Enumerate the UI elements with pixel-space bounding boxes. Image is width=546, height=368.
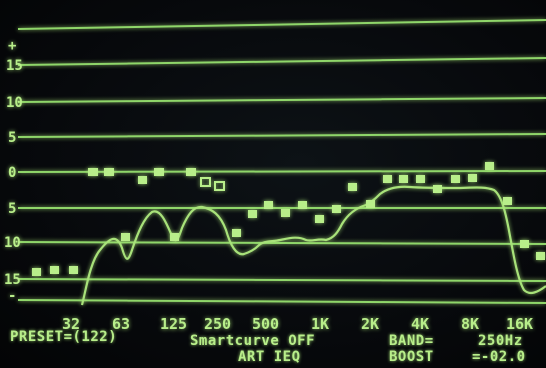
band-marker-selected[interactable] (200, 177, 211, 187)
x-label: 500 (252, 315, 279, 333)
band-marker[interactable] (121, 233, 130, 241)
y-label: 15 (6, 58, 23, 74)
x-label: 250 (204, 315, 231, 333)
band-marker[interactable] (248, 210, 257, 218)
y-label: 5 (8, 201, 16, 217)
band-marker[interactable] (536, 252, 545, 260)
grid-line (17, 299, 546, 304)
band-marker[interactable] (138, 176, 147, 184)
x-label: 32 (62, 315, 80, 333)
band-marker[interactable] (332, 205, 341, 213)
band-marker[interactable] (433, 185, 442, 193)
band-marker[interactable] (32, 268, 41, 276)
band-marker[interactable] (416, 175, 425, 183)
band-marker[interactable] (383, 175, 392, 183)
band-marker[interactable] (468, 174, 477, 182)
band-marker[interactable] (485, 162, 494, 170)
band-marker-selected[interactable] (214, 181, 225, 191)
y-label: 10 (4, 235, 21, 251)
grid-line (17, 19, 546, 30)
band-marker[interactable] (298, 201, 307, 209)
preset-readout: PRESET=(122) (10, 329, 118, 345)
band-label: BAND= (389, 333, 434, 349)
x-label: 8K (461, 315, 479, 333)
x-label: 1K (311, 315, 329, 333)
band-marker[interactable] (348, 183, 357, 191)
grid-line (17, 57, 546, 66)
y-label: 5 (8, 130, 16, 146)
band-marker[interactable] (503, 197, 512, 205)
band-marker[interactable] (281, 209, 290, 217)
band-slider-markers[interactable] (32, 162, 545, 276)
x-axis-labels: 32 63 125 250 500 1K 2K 4K 8K 16K (62, 315, 533, 333)
smartcurve-status: Smartcurve OFF (190, 333, 316, 349)
y-label: - (8, 288, 16, 304)
band-marker[interactable] (520, 240, 529, 248)
x-label: 2K (361, 315, 379, 333)
y-label: + (8, 38, 16, 54)
band-marker[interactable] (69, 266, 78, 274)
band-marker[interactable] (399, 175, 408, 183)
band-marker[interactable] (154, 168, 164, 176)
grid-lines (17, 19, 546, 304)
band-marker[interactable] (451, 175, 460, 183)
y-label: 15 (4, 272, 21, 288)
boost-value: =-02.0 (472, 349, 526, 365)
y-label: 10 (6, 95, 23, 111)
band-marker[interactable] (104, 168, 114, 176)
band-marker[interactable] (232, 229, 241, 237)
x-label: 16K (506, 315, 533, 333)
y-label: 0 (8, 165, 16, 181)
grid-line (17, 97, 546, 103)
band-marker[interactable] (366, 200, 375, 208)
x-label: 4K (411, 315, 429, 333)
band-value: 250Hz (478, 333, 523, 349)
band-marker[interactable] (186, 168, 196, 176)
grid-line (17, 133, 546, 138)
band-marker[interactable] (264, 201, 273, 209)
band-marker[interactable] (50, 266, 59, 274)
band-marker[interactable] (170, 233, 179, 241)
boost-label: BOOST (389, 349, 434, 365)
x-label: 63 (112, 315, 130, 333)
response-curve (80, 185, 546, 306)
grid-line (17, 241, 546, 245)
band-marker[interactable] (315, 215, 324, 223)
band-marker[interactable] (88, 168, 98, 176)
app-title: ART IEQ (238, 349, 301, 365)
y-axis-labels: + 15 10 5 0 5 10 15 - (4, 38, 23, 304)
grid-line (17, 278, 546, 282)
x-label: 125 (160, 315, 187, 333)
